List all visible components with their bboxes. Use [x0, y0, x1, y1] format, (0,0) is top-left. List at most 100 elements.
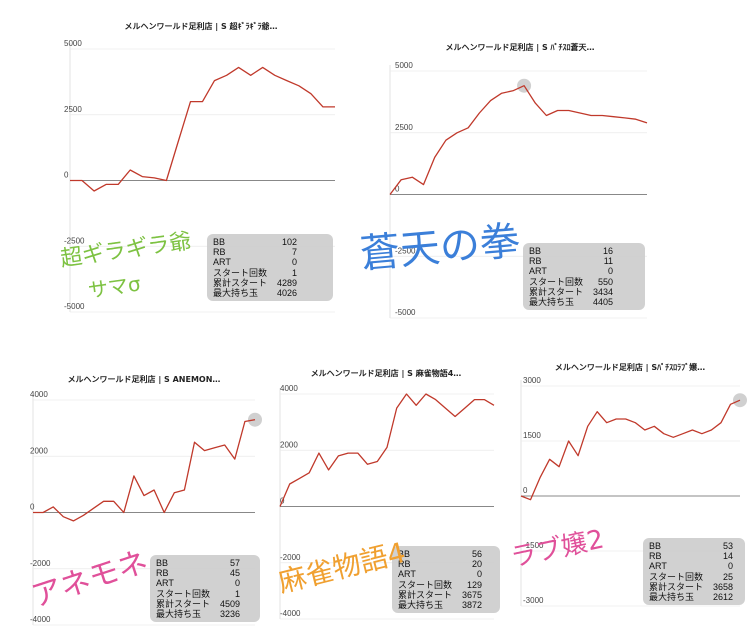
- highlight-point: [248, 412, 262, 427]
- chart-title: メルヘンワールド足利店 | S 超ｷﾞﾗｷﾞﾗ爺…: [124, 22, 278, 31]
- stat-row: 累計スタート 3658: [649, 582, 733, 592]
- stat-label: 最大持ち玉: [156, 609, 202, 620]
- stats-table: BB 57 RB 45 ART 0 スタート回数 1 累計スタート 4509 最大持ち玉 3236: [156, 558, 240, 619]
- stat-value: 56: [472, 549, 483, 559]
- stat-label: ART: [213, 257, 231, 268]
- y-tick-label: 2500: [64, 105, 82, 114]
- stat-row: RB 45: [156, 568, 240, 578]
- stat-value: 0: [235, 578, 241, 589]
- chart-plot: 5000 2500 0 -2500 -5000: [389, 61, 648, 319]
- y-tick-label: 5000: [395, 61, 413, 70]
- y-tick-label: -2000: [280, 553, 301, 562]
- y-tick-label: -1500: [523, 541, 544, 550]
- stat-value: 550: [598, 276, 614, 287]
- stat-label: RB: [213, 247, 226, 258]
- stat-label: 最大持ち玉: [213, 288, 259, 299]
- stat-label: ART: [649, 561, 667, 572]
- stat-label: BB: [213, 237, 226, 247]
- stat-row: ART 0: [649, 561, 733, 571]
- y-tick-label: -4000: [30, 615, 51, 624]
- stat-value: 0: [477, 569, 483, 580]
- stat-value: 3658: [713, 581, 734, 592]
- stat-value: 1: [235, 588, 241, 599]
- stat-label: スタート回数: [156, 588, 211, 599]
- y-tick-label: 0: [523, 486, 528, 495]
- y-tick-label: 0: [64, 171, 69, 180]
- stat-value: 4026: [277, 288, 298, 299]
- stat-row: ART 0: [213, 257, 297, 267]
- stat-row: 累計スタート 3434: [529, 287, 613, 297]
- stat-row: ART 0: [529, 266, 613, 276]
- stat-row: 累計スタート 3675: [398, 590, 482, 600]
- stat-label: スタート回数: [649, 571, 704, 582]
- stat-label: RB: [156, 568, 169, 579]
- stat-value: 4405: [593, 297, 614, 308]
- stat-row: BB 56: [398, 549, 482, 559]
- stats-box: BB 56 RB 20 ART 0 スタート回数 129 累計スタート 3675 最大持ち玉 3872: [392, 546, 500, 614]
- y-tick-label: 4000: [30, 390, 48, 399]
- chart-panel-5: メルヘンワールド足利店 | Sﾊﾟﾁｽﾛﾗﾌﾞ嬢… 3000 1500 0 -1500…: [508, 358, 747, 618]
- stat-label: BB: [649, 541, 662, 551]
- stat-label: BB: [529, 246, 542, 256]
- stats-box: BB 53 RB 14 ART 0 スタート回数 25 累計スタート 3658 最大持ち玉 2612: [643, 538, 745, 606]
- series-line: [33, 419, 256, 522]
- stat-row: スタート回数 550: [529, 277, 613, 287]
- stat-row: 累計スタート 4509: [156, 599, 240, 609]
- stat-label: ART: [398, 569, 416, 580]
- y-tick-label: 1500: [523, 431, 541, 440]
- stat-value: 0: [292, 257, 298, 268]
- stat-row: BB 57: [156, 558, 240, 568]
- stats-box: BB 102 RB 7 ART 0 スタート回数 1 累計スタート 4289 最大持ち玉 4026: [207, 234, 333, 302]
- stat-value: 3236: [220, 609, 241, 620]
- stat-value: 11: [603, 256, 614, 267]
- series-line: [389, 85, 648, 195]
- series-line: [520, 399, 741, 501]
- stat-value: 0: [728, 561, 734, 572]
- stats-table: BB 53 RB 14 ART 0 スタート回数 25 累計スタート 3658 最大持ち玉 2612: [649, 541, 733, 602]
- stat-value: 4289: [277, 277, 298, 288]
- stat-label: 累計スタート: [398, 589, 453, 600]
- y-tick-label: -2500: [395, 246, 416, 255]
- stat-value: 14: [723, 551, 734, 562]
- stat-value: 4509: [220, 598, 241, 609]
- stat-row: 最大持ち玉 2612: [649, 592, 733, 602]
- stat-label: スタート回数: [529, 276, 584, 287]
- stat-row: RB 20: [398, 559, 482, 569]
- chart-plot: 4000 2000 0 -2000 -4000: [30, 390, 262, 626]
- stat-row: 累計スタート 4289: [213, 278, 297, 288]
- stat-row: BB 53: [649, 541, 733, 551]
- y-tick-label: 5000: [64, 39, 82, 48]
- stat-label: スタート回数: [213, 267, 268, 278]
- y-tick-label: -5000: [395, 308, 416, 317]
- stat-label: 累計スタート: [156, 598, 211, 609]
- stat-row: 最大持ち玉 3236: [156, 609, 240, 619]
- stat-label: BB: [156, 558, 169, 568]
- stat-label: BB: [398, 549, 411, 559]
- stat-row: ART 0: [156, 578, 240, 588]
- stat-value: 45: [230, 568, 241, 579]
- y-tick-label: 2500: [395, 123, 413, 132]
- stat-row: スタート回数 1: [213, 268, 297, 278]
- series-line: [279, 393, 495, 507]
- y-tick-label: 0: [395, 185, 400, 194]
- y-tick-label: 0: [30, 503, 35, 512]
- stats-table: BB 56 RB 20 ART 0 スタート回数 129 累計スタート 3675 最大持ち玉 3872: [398, 549, 482, 610]
- stat-row: 最大持ち玉 4405: [529, 297, 613, 307]
- stat-value: 16: [603, 246, 614, 256]
- stat-label: 累計スタート: [213, 277, 268, 288]
- stat-row: スタート回数 1: [156, 589, 240, 599]
- chart-panel-4: メルヘンワールド足利店 | S 麻雀物語4… 4000 2000 0 -2000 -40…: [272, 364, 500, 632]
- chart-plot: 5000 2500 0 -2500 -5000: [64, 39, 335, 313]
- stat-label: スタート回数: [398, 579, 453, 590]
- stat-value: 53: [723, 541, 734, 551]
- stat-value: 7: [292, 247, 298, 258]
- stat-value: 25: [723, 571, 734, 582]
- stat-row: スタート回数 129: [398, 580, 482, 590]
- stat-label: ART: [529, 266, 547, 277]
- y-tick-label: 2000: [30, 446, 48, 455]
- y-tick-label: 4000: [280, 384, 298, 393]
- stat-row: 最大持ち玉 4026: [213, 288, 297, 298]
- chart-title: メルヘンワールド足利店 | S 麻雀物語4…: [310, 369, 462, 378]
- series-line: [70, 66, 335, 192]
- stat-row: BB 16: [529, 246, 613, 256]
